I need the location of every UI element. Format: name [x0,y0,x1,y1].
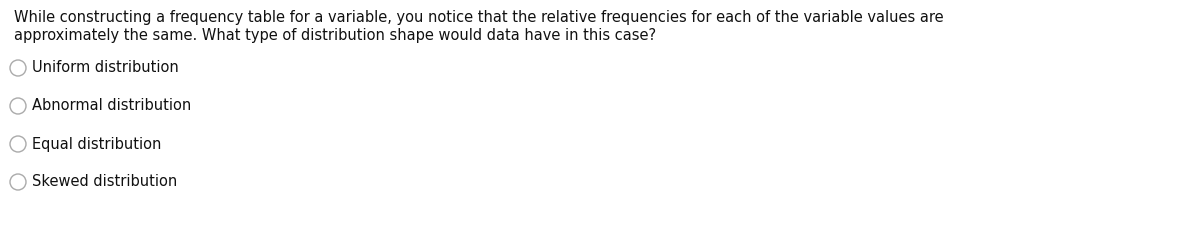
Text: approximately the same. What type of distribution shape would data have in this : approximately the same. What type of dis… [14,28,656,43]
Text: Skewed distribution: Skewed distribution [32,174,178,189]
Text: While constructing a frequency table for a variable, you notice that the relativ: While constructing a frequency table for… [14,10,943,25]
Text: Equal distribution: Equal distribution [32,137,161,152]
Text: Uniform distribution: Uniform distribution [32,61,179,76]
Text: Abnormal distribution: Abnormal distribution [32,98,191,113]
